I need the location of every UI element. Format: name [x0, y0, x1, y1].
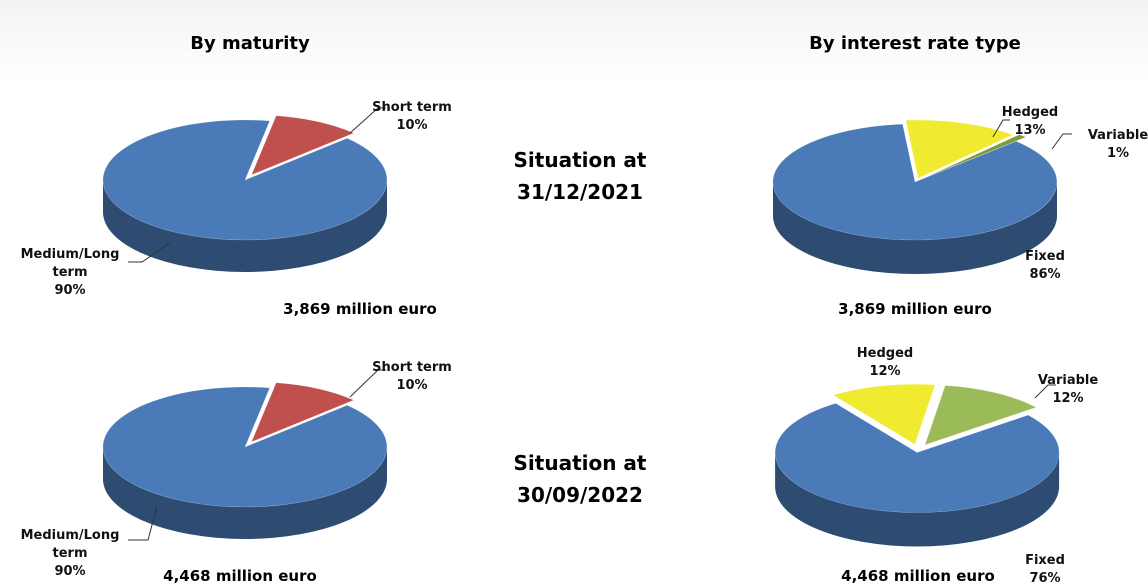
leader-line	[349, 107, 386, 134]
situation: Situation at 31/12/2021	[513, 148, 647, 204]
slice-label: Hedged 12%	[850, 345, 920, 381]
slice-label: Variable 1%	[1083, 127, 1148, 163]
slice	[251, 115, 355, 176]
slice	[905, 119, 1014, 179]
slice-name: Short term	[372, 360, 452, 375]
column-title: By interest rate type	[809, 33, 1021, 54]
leader-line	[1034, 384, 1056, 399]
slice-value: 10%	[396, 118, 428, 133]
slice-value: 86%	[1029, 267, 1061, 282]
slice-name: Variable	[1087, 128, 1148, 143]
slice-label: Fixed 76%	[1015, 552, 1075, 587]
slice-value: 10%	[396, 378, 428, 393]
slice-label: Short term 10%	[367, 359, 457, 395]
leader-line	[349, 369, 386, 398]
leader-line	[128, 242, 171, 263]
slice-name: Variable	[1037, 373, 1099, 388]
slice-name: Fixed	[1025, 249, 1065, 264]
slice-label: Medium/Long term 90%	[20, 246, 120, 300]
slice-value: 76%	[1029, 571, 1061, 586]
slice-value: 90%	[54, 283, 86, 298]
slice	[924, 134, 1027, 179]
slice	[102, 119, 388, 241]
slice	[832, 383, 936, 445]
leader-line	[1051, 133, 1072, 150]
slice	[924, 385, 1037, 446]
slice-side	[103, 447, 387, 539]
slice-name: Hedged	[856, 346, 914, 361]
slice-label: Variable 12%	[1033, 372, 1103, 408]
slice-name: Short term	[372, 100, 452, 115]
slice	[102, 386, 388, 508]
slice-name: Medium/Long term	[20, 528, 120, 561]
slice	[774, 403, 1060, 513]
slice-name: Hedged	[1001, 105, 1059, 120]
slice-side	[775, 452, 1060, 547]
slice-value: 12%	[1052, 391, 1084, 406]
slice	[251, 382, 355, 443]
slice-side	[103, 180, 387, 272]
slice-label: Medium/Long term 90%	[20, 527, 120, 581]
slice-value: 90%	[54, 564, 86, 579]
slice-value: 1%	[1106, 146, 1130, 161]
slice-value: 13%	[1014, 123, 1046, 138]
leader-line	[128, 505, 158, 541]
chart-subtitle: 3,869 million euro	[283, 300, 437, 318]
situation: Situation at 30/09/2022	[513, 451, 647, 507]
slice-name: Fixed	[1025, 553, 1065, 568]
chart-subtitle: 4,468 million euro	[163, 567, 317, 585]
slice-side	[773, 182, 1057, 274]
slice-name: Medium/Long term	[20, 247, 120, 280]
chart-subtitle: 3,869 million euro	[838, 300, 992, 318]
slice-label: Short term 10%	[367, 99, 457, 135]
leader-line	[992, 119, 1010, 138]
slice-value: 12%	[869, 364, 901, 379]
slice-label: Fixed 86%	[1015, 248, 1075, 284]
column-title: By maturity	[190, 33, 310, 54]
slice	[772, 123, 1058, 241]
chart-subtitle: 4,468 million euro	[841, 567, 995, 585]
slice-label: Hedged 13%	[995, 104, 1065, 140]
